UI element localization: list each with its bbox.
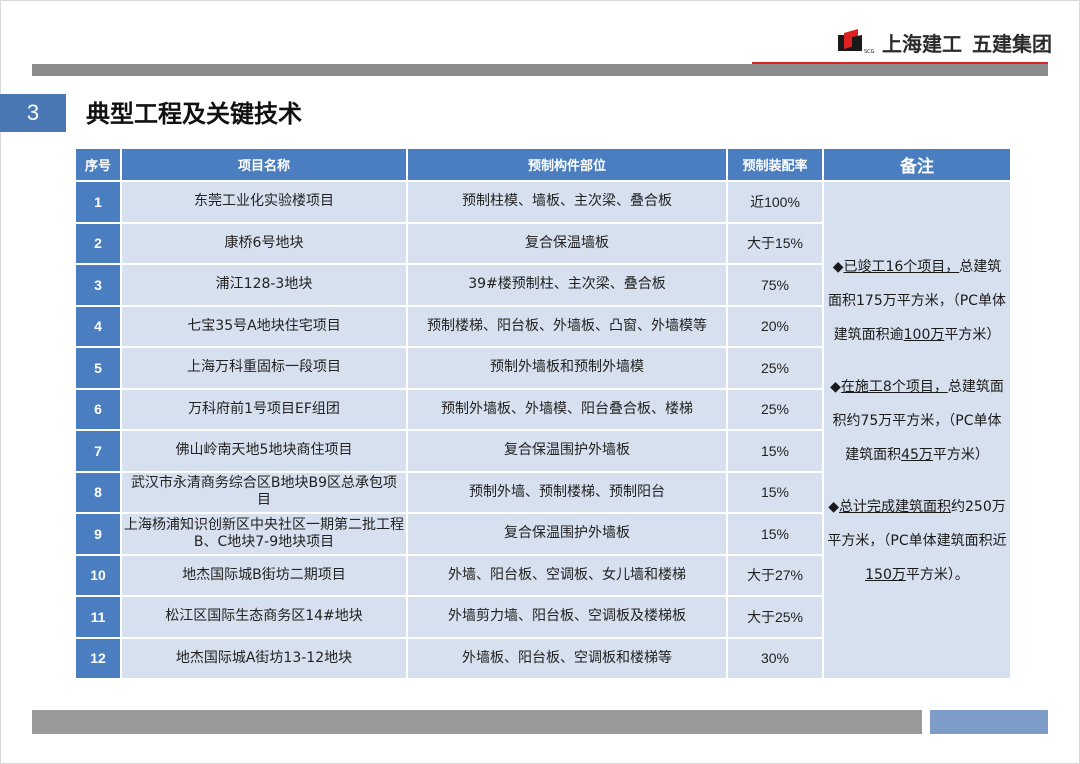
header-note: 备注 bbox=[824, 149, 1010, 180]
note-lead: 总计完成建筑面积 bbox=[839, 499, 952, 515]
rate-cell: 大于25% bbox=[728, 597, 822, 637]
footer-grey-bar bbox=[32, 710, 922, 734]
parts-cell: 预制楼梯、阳台板、外墙板、凸窗、外墙模等 bbox=[408, 306, 726, 346]
parts-cell: 预制外墙板和预制外墙模 bbox=[408, 348, 726, 388]
footer-blue-bar bbox=[930, 710, 1048, 734]
table-row: 1 东莞工业化实验楼项目 预制柱模、墙板、主次梁、叠合板 近100% ◆已竣工16个项目… bbox=[76, 182, 1010, 678]
project-name-cell: 佛山岭南天地5地块商住项目 bbox=[122, 431, 406, 471]
table-row: 7 佛山岭南天地5地块商住项目 复合保温围护外墙板 15% bbox=[76, 431, 1010, 471]
table-row: 6 万科府前1号项目EF组团 预制外墙板、外墙模、阳台叠合板、楼梯 25% bbox=[76, 389, 1010, 429]
note-bullet-icon: ◆ bbox=[828, 499, 840, 515]
note-bullet-icon: ◆ bbox=[832, 259, 844, 275]
project-name-cell: 上海万科重固标一段项目 bbox=[122, 348, 406, 388]
rate-cell: 15% bbox=[728, 514, 822, 554]
section-title: 典型工程及关键技术 bbox=[86, 100, 302, 128]
rate-cell: 大于15% bbox=[728, 223, 822, 263]
row-number: 3 bbox=[76, 265, 120, 305]
parts-cell: 预制外墙、预制楼梯、预制阳台 bbox=[408, 472, 726, 512]
row-number: 10 bbox=[76, 555, 120, 595]
rate-cell: 25% bbox=[728, 389, 822, 429]
parts-cell: 外墙板、阳台板、空调板和楼梯等 bbox=[408, 638, 726, 678]
company-name-main: 上海建工 bbox=[882, 31, 962, 56]
section-number: 3 bbox=[0, 94, 66, 132]
row-number: 8 bbox=[76, 472, 120, 512]
rate-cell: 15% bbox=[728, 431, 822, 471]
note-text-end: 平方米）。 bbox=[905, 567, 969, 583]
parts-cell: 预制柱模、墙板、主次梁、叠合板 bbox=[408, 182, 726, 222]
table-row: 4 七宝35号A地块住宅项目 预制楼梯、阳台板、外墙板、凸窗、外墙模等 20% bbox=[76, 306, 1010, 346]
rate-cell: 大于27% bbox=[728, 555, 822, 595]
parts-cell: 复合保温围护外墙板 bbox=[408, 431, 726, 471]
header-rate: 预制装配率 bbox=[728, 149, 822, 180]
row-number: 2 bbox=[76, 223, 120, 263]
table-row: 3 浦江128-3地块 39#楼预制柱、主次梁、叠合板 75% bbox=[76, 265, 1010, 305]
rate-cell: 75% bbox=[728, 265, 822, 305]
project-name-cell: 武汉市永清商务综合区B地块B9区总承包项目 bbox=[122, 472, 406, 512]
parts-cell: 外墙、阳台板、空调板、女儿墙和楼梯 bbox=[408, 555, 726, 595]
note-text: 约250万平方米，（PC单体建筑面积近 bbox=[827, 499, 1007, 549]
note-paragraph: ◆总计完成建筑面积约250万平方米，（PC单体建筑面积近 150万平方米）。 bbox=[826, 490, 1008, 592]
row-number: 5 bbox=[76, 348, 120, 388]
project-name-cell: 浦江128-3地块 bbox=[122, 265, 406, 305]
project-name-cell: 地杰国际城B街坊二期项目 bbox=[122, 555, 406, 595]
row-number: 6 bbox=[76, 389, 120, 429]
parts-cell: 外墙剪力墙、阳台板、空调板及楼梯板 bbox=[408, 597, 726, 637]
note-emphasis: 45万 bbox=[901, 447, 933, 463]
company-logo: SCG 上海建工 五建集团 bbox=[838, 28, 1052, 56]
table-row: 11 松江区国际生态商务区14#地块 外墙剪力墙、阳台板、空调板及楼梯板 大于25% bbox=[76, 597, 1010, 637]
company-name: 上海建工 五建集团 bbox=[882, 28, 1052, 57]
rate-cell: 近100% bbox=[728, 182, 822, 222]
note-lead: 在施工8个项目， bbox=[840, 379, 948, 395]
note-paragraph: ◆在施工8个项目，总建筑面积约75万平方米，（PC单体建筑面积45万平方米） bbox=[826, 370, 1008, 472]
rate-cell: 30% bbox=[728, 638, 822, 678]
parts-cell: 复合保温围护外墙板 bbox=[408, 514, 726, 554]
table-row: 9 上海杨浦知识创新区中央社区一期第二批工程B、C地块7-9地块项目 复合保温围护外… bbox=[76, 514, 1010, 554]
projects-table: 序号 项目名称 预制构件部位 预制装配率 备注 1 东莞工业化实验楼项目 预制柱模、… bbox=[74, 147, 1012, 680]
rate-cell: 15% bbox=[728, 472, 822, 512]
row-number: 9 bbox=[76, 514, 120, 554]
project-name-cell: 上海杨浦知识创新区中央社区一期第二批工程B、C地块7-9地块项目 bbox=[122, 514, 406, 554]
notes-cell: ◆已竣工16个项目，总建筑面积175万平方米，（PC单体建筑面积逾100万平方米… bbox=[824, 182, 1010, 678]
note-text: 总建筑面积175万平方米，（PC单体建筑面积逾 bbox=[828, 259, 1006, 343]
table-row: 5 上海万科重固标一段项目 预制外墙板和预制外墙模 25% bbox=[76, 348, 1010, 388]
table-row: 12 地杰国际城A街坊13-12地块 外墙板、阳台板、空调板和楼梯等 30% bbox=[76, 638, 1010, 678]
note-text-end: 平方米） bbox=[932, 447, 989, 463]
project-name-cell: 康桥6号地块 bbox=[122, 223, 406, 263]
note-bullet-icon: ◆ bbox=[830, 379, 841, 395]
note-lead: 已竣工16个项目， bbox=[843, 259, 960, 275]
row-number: 4 bbox=[76, 306, 120, 346]
row-number: 12 bbox=[76, 638, 120, 678]
parts-cell: 39#楼预制柱、主次梁、叠合板 bbox=[408, 265, 726, 305]
parts-cell: 预制外墙板、外墙模、阳台叠合板、楼梯 bbox=[408, 389, 726, 429]
rate-cell: 20% bbox=[728, 306, 822, 346]
row-number: 1 bbox=[76, 182, 120, 222]
project-name-cell: 东莞工业化实验楼项目 bbox=[122, 182, 406, 222]
rate-cell: 25% bbox=[728, 348, 822, 388]
note-text: 总建筑面积约75万平方米，（PC单体建筑面积 bbox=[832, 379, 1004, 463]
row-number: 7 bbox=[76, 431, 120, 471]
scg-logo-icon: SCG bbox=[838, 29, 876, 55]
table-header-row: 序号 项目名称 预制构件部位 预制装配率 备注 bbox=[76, 149, 1010, 180]
note-text-end: 平方米） bbox=[944, 327, 1001, 343]
header-red-line bbox=[752, 62, 1048, 64]
header-project: 项目名称 bbox=[122, 149, 406, 180]
project-name-cell: 松江区国际生态商务区14#地块 bbox=[122, 597, 406, 637]
row-number: 11 bbox=[76, 597, 120, 637]
table-row: 2 康桥6号地块 复合保温墙板 大于15% bbox=[76, 223, 1010, 263]
note-emphasis: 100万 bbox=[903, 327, 945, 343]
project-name-cell: 七宝35号A地块住宅项目 bbox=[122, 306, 406, 346]
header-parts: 预制构件部位 bbox=[408, 149, 726, 180]
logo-sub-text: SCG bbox=[864, 49, 875, 55]
note-paragraph: ◆已竣工16个项目，总建筑面积175万平方米，（PC单体建筑面积逾100万平方米… bbox=[826, 250, 1008, 352]
header-grey-bar bbox=[32, 64, 1048, 76]
table-row: 8 武汉市永清商务综合区B地块B9区总承包项目 预制外墙、预制楼梯、预制阳台 15% bbox=[76, 472, 1010, 512]
header-no: 序号 bbox=[76, 149, 120, 180]
parts-cell: 复合保温墙板 bbox=[408, 223, 726, 263]
project-name-cell: 地杰国际城A街坊13-12地块 bbox=[122, 638, 406, 678]
table-row: 10 地杰国际城B街坊二期项目 外墙、阳台板、空调板、女儿墙和楼梯 大于27% bbox=[76, 555, 1010, 595]
note-emphasis: 150万 bbox=[865, 567, 906, 583]
project-name-cell: 万科府前1号项目EF组团 bbox=[122, 389, 406, 429]
company-name-group: 五建集团 bbox=[972, 31, 1052, 56]
